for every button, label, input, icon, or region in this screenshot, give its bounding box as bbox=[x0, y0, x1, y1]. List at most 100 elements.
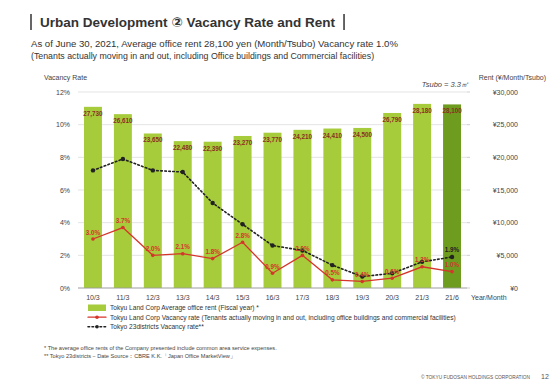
bar bbox=[204, 142, 222, 288]
marker bbox=[121, 226, 125, 230]
line-label: 2.0% bbox=[295, 245, 310, 252]
x-tick-label: 12/3 bbox=[146, 294, 160, 301]
line bbox=[93, 228, 452, 282]
x-axis bbox=[78, 288, 467, 289]
y-tick-label: 0% bbox=[60, 285, 70, 292]
bar-label: 23,770 bbox=[263, 136, 283, 144]
line-label: 3.0% bbox=[86, 229, 101, 236]
marker bbox=[450, 255, 454, 259]
title-bracket bbox=[30, 14, 32, 30]
legend-marker bbox=[95, 325, 99, 329]
y2-tick bbox=[467, 124, 470, 125]
marker bbox=[270, 243, 274, 247]
bar bbox=[443, 104, 461, 288]
subtitle: As of June 30, 2021, Average office rent… bbox=[31, 38, 398, 49]
line-label: 0.6% bbox=[385, 268, 400, 275]
bar bbox=[264, 133, 282, 288]
bar bbox=[114, 114, 132, 288]
bar-label: 22,390 bbox=[203, 145, 223, 153]
y2-tick-label: ¥20,000 bbox=[493, 154, 518, 161]
x-tick-label: 21/3 bbox=[415, 294, 429, 301]
marker bbox=[181, 170, 185, 174]
line-label: 2.1% bbox=[176, 243, 191, 250]
legend-label: Tokyo 23districts Vacancy rate** bbox=[110, 323, 204, 331]
marker bbox=[151, 254, 155, 258]
marker bbox=[450, 270, 454, 274]
marker bbox=[240, 222, 244, 226]
grid-line bbox=[78, 288, 467, 289]
marker bbox=[151, 168, 155, 172]
marker bbox=[331, 278, 335, 282]
legend-label: Tokyu Land Corp Average office rent (Fis… bbox=[110, 304, 259, 312]
y-tick-label: 4% bbox=[60, 219, 70, 226]
x-tick-label: 19/3 bbox=[355, 294, 369, 301]
bar bbox=[84, 107, 102, 288]
line-label: 0.5% bbox=[325, 269, 340, 276]
background bbox=[0, 0, 560, 388]
marker bbox=[301, 254, 305, 258]
bar bbox=[293, 130, 311, 288]
y2-tick bbox=[467, 190, 470, 191]
bar-label: 23,650 bbox=[143, 136, 163, 144]
y2-tick bbox=[467, 288, 470, 289]
x-tick-label: 16/3 bbox=[266, 294, 280, 301]
y2-tick-label: ¥0 bbox=[510, 285, 518, 292]
title: Urban Development ② Vacancy Rate and Ren… bbox=[40, 15, 336, 30]
grid-line bbox=[78, 92, 467, 93]
line-label: 2.8% bbox=[235, 232, 250, 239]
chart: Urban Development ② Vacancy Rate and Ren… bbox=[0, 0, 560, 388]
bar bbox=[413, 104, 431, 288]
line-label: 0.4% bbox=[355, 271, 370, 278]
x-tick-label: 11/3 bbox=[116, 294, 129, 301]
marker bbox=[121, 157, 125, 161]
y2-tick-label: ¥25,000 bbox=[493, 121, 518, 128]
x-tick-label: 10/3 bbox=[86, 294, 100, 301]
plot-marks bbox=[84, 104, 461, 288]
subtitle: (Tenants actually moving in and out, inc… bbox=[31, 51, 374, 61]
bar-label: 26,790 bbox=[383, 116, 403, 124]
x-tick-label: 14/3 bbox=[206, 294, 220, 301]
y2-tick bbox=[467, 92, 470, 93]
marker bbox=[271, 272, 275, 276]
line-label: 3.7% bbox=[116, 217, 131, 224]
line-label: 1.3% bbox=[415, 256, 430, 263]
y2-tick bbox=[467, 222, 470, 223]
footnote: ** Tokyo 23districts－Date Source：CBRE K.… bbox=[44, 353, 236, 359]
marker bbox=[390, 276, 394, 280]
y-tick-label: 10% bbox=[56, 121, 70, 128]
bar bbox=[174, 141, 192, 288]
bar bbox=[383, 113, 401, 288]
line-label: 0.9% bbox=[265, 263, 280, 270]
bar-label: 22,480 bbox=[173, 144, 193, 152]
y2-axis-title: Rent (¥/Month/Tsubo) bbox=[479, 74, 546, 82]
legend-marker bbox=[95, 315, 99, 319]
footer: © TOKYU FUDOSAN HOLDINGS CORPORATION bbox=[421, 374, 531, 380]
bar bbox=[144, 133, 162, 288]
y2-tick bbox=[467, 157, 470, 158]
line bbox=[93, 159, 452, 277]
x-tick-label: 17/3 bbox=[296, 294, 310, 301]
y-tick-label: 6% bbox=[60, 187, 70, 194]
marker bbox=[91, 168, 95, 172]
bar-label: 23,270 bbox=[233, 139, 253, 147]
bar bbox=[323, 129, 341, 288]
marker bbox=[360, 280, 364, 284]
x-tick-label: 21/6 bbox=[445, 294, 459, 301]
y2-tick-label: ¥10,000 bbox=[493, 219, 518, 226]
marker bbox=[91, 237, 95, 241]
x-axis-title: Year/Month bbox=[471, 294, 507, 301]
y-tick-label: 12% bbox=[56, 89, 70, 96]
y2-tick-label: ¥15,000 bbox=[493, 187, 518, 194]
bar-label: 26,610 bbox=[113, 117, 133, 125]
marker bbox=[241, 240, 245, 244]
y2-tick-label: ¥5,000 bbox=[497, 252, 519, 259]
marker bbox=[210, 201, 214, 205]
y-tick-label: 8% bbox=[60, 154, 70, 161]
bar-label: 27,730 bbox=[83, 110, 103, 118]
x-tick-label: 15/3 bbox=[236, 294, 250, 301]
y2-tick-label: ¥30,000 bbox=[493, 89, 518, 96]
line-label: 1.8% bbox=[205, 248, 220, 255]
line-label: 1.0% bbox=[445, 261, 460, 268]
legend-label: Tokyu Land Corp Vacancy rate (Tenants ac… bbox=[110, 314, 456, 322]
marker bbox=[181, 252, 185, 256]
